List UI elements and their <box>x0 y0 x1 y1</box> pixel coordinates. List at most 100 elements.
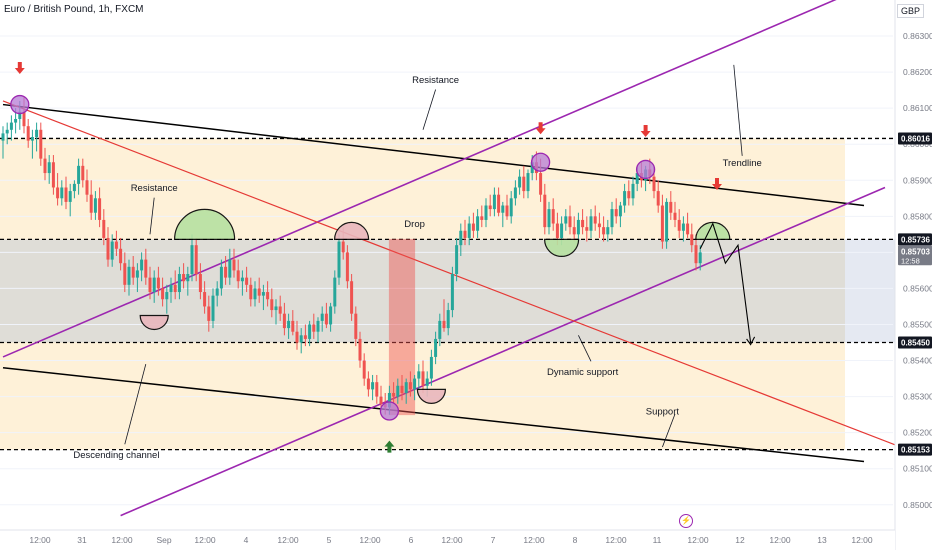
pattern-arc <box>416 388 447 404</box>
candle-body <box>593 216 597 224</box>
candle-body <box>366 378 370 390</box>
candle-body <box>446 310 450 329</box>
candle-body <box>35 129 39 138</box>
lightning-icon[interactable]: ⚡ <box>679 514 693 528</box>
candle-body <box>39 129 43 159</box>
y-tick-label: 0.85100 <box>903 464 932 474</box>
x-tick-label: 12 <box>735 535 745 545</box>
candle-body <box>442 320 446 329</box>
candle-body <box>282 313 286 329</box>
candle-body <box>480 216 484 220</box>
candle-body <box>131 266 135 278</box>
candle-body <box>308 324 312 339</box>
y-tick-label: 0.86200 <box>903 67 932 77</box>
candle-body <box>123 263 127 285</box>
candle-body <box>673 212 677 220</box>
x-tick-label: 12:00 <box>523 535 545 545</box>
time-axis-bg <box>0 530 895 550</box>
candle-body <box>81 165 85 181</box>
candle-body <box>26 126 30 141</box>
candle-body <box>488 205 492 210</box>
line-channel-bottom <box>2 367 865 463</box>
price-badge-countdown: 12:58 <box>901 256 920 265</box>
y-tick-label: 0.85900 <box>903 175 932 185</box>
candle-body <box>509 198 513 217</box>
x-tick-label: 12:00 <box>851 535 873 545</box>
x-tick-label: 7 <box>491 535 496 545</box>
pattern-arc <box>543 238 580 257</box>
time-axis: 12:00 31 12:00 Sep 12:00 4 12:00 5 12:00 6 12:00 7 1… <box>0 529 895 550</box>
touch-circle <box>530 152 551 172</box>
candle-body <box>43 158 47 174</box>
x-tick-label: 12:00 <box>277 535 299 545</box>
candle-body <box>207 306 211 321</box>
down-arrow-icon <box>14 62 25 74</box>
candle-body <box>362 360 366 379</box>
candle-body <box>77 165 81 184</box>
candle-body <box>686 223 690 235</box>
candle-body <box>295 331 299 343</box>
candle-body <box>198 274 202 293</box>
candle-body <box>85 180 89 195</box>
annotation-label: Resistance <box>131 183 178 194</box>
candle-body <box>660 205 664 242</box>
line-purple-lower <box>120 186 886 517</box>
candle-body <box>228 259 232 278</box>
candle-body <box>425 378 429 386</box>
candle-body <box>169 284 173 293</box>
candle-body <box>698 252 702 264</box>
candle-body <box>337 241 341 278</box>
price-badge <box>898 233 932 246</box>
candle-body <box>589 216 593 231</box>
candle-body <box>9 122 13 130</box>
candle-body <box>253 288 257 300</box>
candle-body <box>98 198 102 220</box>
candle-body <box>324 313 328 325</box>
candle-body <box>219 266 223 289</box>
projection-arrowhead <box>746 336 756 346</box>
candle-body <box>165 292 169 300</box>
down-arrow-icon <box>712 178 722 190</box>
candle-body <box>215 288 219 296</box>
currency-label[interactable]: GBP <box>896 4 924 18</box>
candle-body <box>144 259 148 278</box>
x-tick-label: 12:00 <box>111 535 133 545</box>
x-tick-label: 8 <box>573 535 578 545</box>
candle-body <box>560 223 564 238</box>
candle-body <box>358 338 362 361</box>
annotation-pointer <box>733 64 743 156</box>
price-badge <box>898 443 932 456</box>
candle-body <box>450 274 454 311</box>
price-badge-label: 0.85450 <box>901 339 930 348</box>
candle-body <box>497 194 501 213</box>
candle-body <box>156 277 160 289</box>
pattern-arc <box>139 314 169 330</box>
x-tick-label: 12:00 <box>605 535 627 545</box>
candle-body <box>484 205 488 220</box>
annotation-label: Support <box>646 407 680 418</box>
x-tick-label: 12:00 <box>194 535 216 545</box>
price-axis: 0.85000 0.85100 0.85200 0.85300 0.85400 0.855… <box>894 0 932 550</box>
price-axis-bg <box>895 0 932 550</box>
annotation-pointer <box>578 335 592 362</box>
candle-body <box>400 385 404 393</box>
candles <box>1 97 702 415</box>
candle-body <box>618 205 622 217</box>
candle-body <box>413 378 417 390</box>
zone-upper-beige <box>0 138 845 240</box>
candle-body <box>72 183 76 192</box>
candle-body <box>14 118 18 123</box>
candle-body <box>119 248 123 264</box>
annotation-label: Drop <box>404 219 425 230</box>
candle-body <box>564 216 568 224</box>
candle-body <box>375 382 379 397</box>
candle-body <box>135 270 139 278</box>
x-tick-label: 13 <box>817 535 827 545</box>
candle-body <box>585 227 589 231</box>
projection-path <box>699 222 752 343</box>
candle-body <box>266 292 270 300</box>
candle-body <box>236 270 240 282</box>
y-tick-label: 0.85300 <box>903 392 932 402</box>
candle-body <box>463 230 467 238</box>
